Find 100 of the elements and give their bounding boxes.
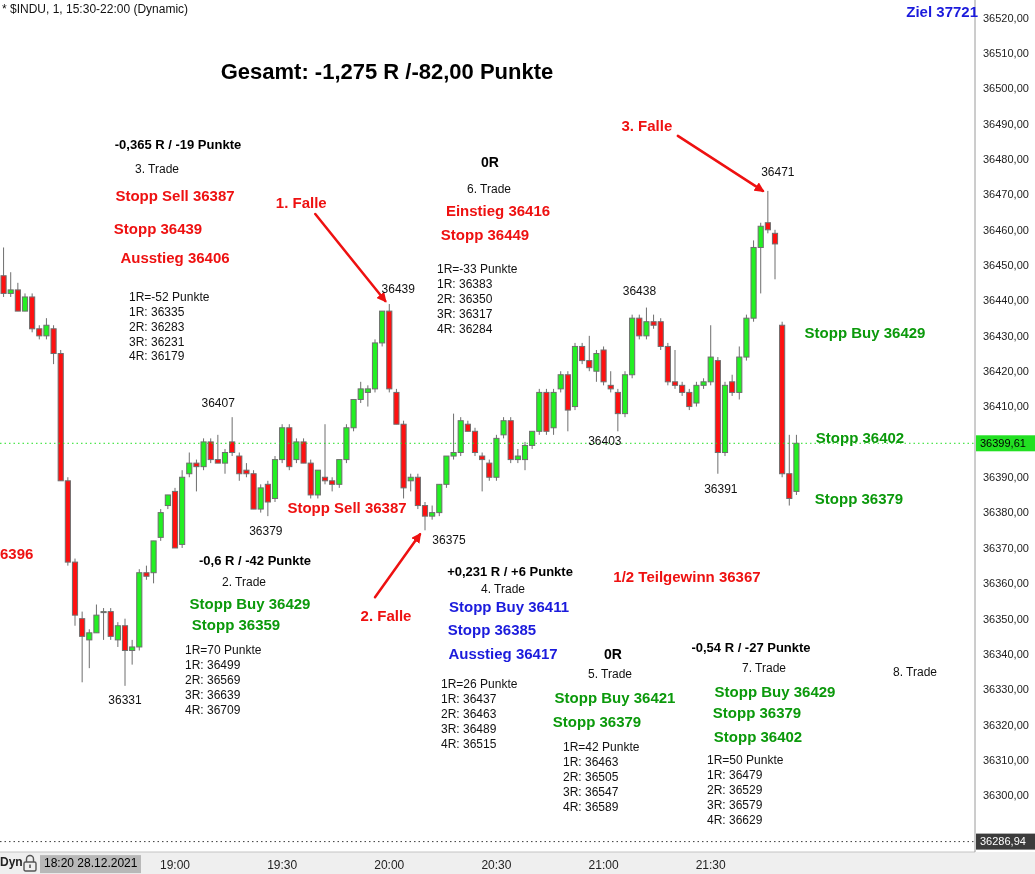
annotation: 8. Trade [892, 665, 938, 680]
annotation: Ausstieg 36406 [120, 249, 230, 267]
annotation: 2R: 36350 [437, 292, 493, 307]
y-tick-label: 36310,00 [983, 753, 1029, 766]
annotation: 0R [481, 153, 499, 171]
annotation: 2R: 36529 [707, 783, 763, 798]
annotation: Stopp 36359 [191, 616, 281, 634]
y-tick-label: 36490,00 [983, 117, 1029, 130]
annotation: 1R: 36437 [441, 692, 497, 707]
candlestick [479, 452, 486, 492]
y-tick-label: 36340,00 [983, 647, 1029, 660]
annotation: Stopp Buy 36411 [448, 598, 570, 616]
annotation: 4. Trade [480, 582, 526, 597]
annotation: 1R: 36463 [563, 755, 619, 770]
annotation: 36391 [704, 481, 738, 497]
annotation: 4R: 36284 [437, 322, 493, 337]
annotation: Stopp 36379 [814, 490, 904, 508]
annotation: Ziel 37721 [906, 3, 978, 21]
x-tick-label: 20:30 [481, 857, 512, 872]
annotation: 36379 [249, 524, 283, 540]
annotation: 7. Trade [741, 661, 787, 676]
candlestick [771, 229, 779, 280]
annotation: 1/2 Teilgewinn 36367 [613, 568, 761, 586]
text: Gesamt: -1,275 R /-82,00 Punkte [220, 59, 554, 85]
x-tick-label: 20:00 [374, 857, 405, 872]
annotation: 36471 [761, 164, 795, 180]
y-tick-label: 36410,00 [983, 400, 1029, 413]
y-tick-label: 36420,00 [983, 365, 1029, 378]
x-tick-label: 19:00 [159, 857, 191, 872]
annotation: 36403 [588, 434, 622, 450]
annotation: -0,365 R / -19 Punkte [114, 136, 242, 153]
annotation: 1R=26 Punkte [441, 677, 518, 692]
y-tick-label: 36350,00 [983, 612, 1029, 625]
annotation: 4R: 36629 [707, 813, 763, 828]
x-tick-label: 19:30 [267, 857, 298, 872]
annotation: 36375 [432, 533, 466, 549]
y-tick-label: 36360,00 [983, 577, 1029, 590]
y-tick-label: 36430,00 [983, 329, 1029, 342]
annotation: Stopp Sell 36387 [115, 187, 235, 205]
y-tick-label: 36480,00 [983, 152, 1029, 165]
y-tick-label: 36510,00 [983, 46, 1029, 59]
annotation: 1R=70 Punkte [185, 643, 262, 658]
annotation: 0R [604, 645, 622, 663]
annotation: -0,6 R / -42 Punkte [199, 552, 311, 569]
annotation: 3R: 36317 [437, 307, 493, 322]
annotation: Stopp Buy 36421 [554, 689, 676, 707]
annotation: 36331 [108, 692, 142, 708]
y-tick-label: 36470,00 [983, 188, 1029, 201]
annotation: 3. Trade [134, 162, 180, 177]
annotation: Stopp 36439 [113, 220, 203, 238]
annotation: Stopp 36385 [447, 621, 537, 639]
annotation: 2R: 36569 [185, 673, 241, 688]
annotation: 2R: 36463 [441, 707, 497, 722]
candlestick [607, 370, 614, 393]
ref-line-label: 36399,61 [980, 437, 1026, 450]
annotation: Stopp 36402 [713, 728, 803, 746]
annotation: 3. Falle [621, 117, 673, 135]
annotation: 36438 [622, 283, 657, 299]
y-tick-label: 36380,00 [983, 506, 1029, 519]
annotation: +0,231 R / +6 Punkte [447, 563, 573, 580]
annotation: 1. Falle [275, 194, 327, 212]
annotation: Stopp Buy 36429 [804, 324, 926, 342]
annotation: Stopp Buy 36429 [714, 683, 836, 701]
annotation: Ausstieg 36417 [448, 645, 558, 663]
annotation: 1R=50 Punkte [707, 753, 784, 768]
chart-title: * $INDU, 1, 15:30-22:00 (Dynamic) [2, 2, 189, 17]
annotation: Stopp 36379 [712, 704, 802, 722]
annotation: Stopp Buy 36429 [189, 595, 311, 613]
text: 18:20 28.12.2021 [40, 855, 142, 873]
annotation: 3R: 36639 [185, 688, 241, 703]
annotation: Stopp 36402 [815, 429, 905, 447]
y-tick-label: 36370,00 [983, 541, 1029, 554]
annotation: 2R: 36283 [129, 320, 185, 335]
annotation: 1R=42 Punkte [563, 740, 640, 755]
y-tick-label: 36450,00 [983, 259, 1029, 271]
annotation: 1R: 36479 [707, 768, 763, 783]
annotation: 36439 [381, 282, 415, 297]
annotation: 5. Trade [587, 667, 633, 682]
annotation: 1R: 36499 [185, 658, 241, 673]
annotation: 1R: 36335 [129, 305, 185, 320]
annotation: -0,54 R / -27 Punkte [691, 639, 811, 656]
annotation: 3R: 36579 [707, 798, 763, 813]
y-tick-label: 36330,00 [983, 683, 1029, 696]
annotation: 6. Trade [466, 182, 512, 197]
y-tick-label: 36500,00 [983, 82, 1029, 95]
annotation: Stopp 36379 [552, 713, 642, 731]
y-tick-label: 36460,00 [983, 223, 1029, 236]
annotation: 6396 [0, 545, 34, 563]
y-tick-label: 36520,00 [983, 11, 1029, 24]
annotation: 1R: 36383 [437, 277, 493, 292]
annotation: 1R=-33 Punkte [437, 262, 518, 277]
ref-line-label: 36286,94 [980, 835, 1026, 848]
annotation: 4R: 36179 [129, 349, 185, 364]
annotation: Stopp 36449 [440, 226, 530, 244]
annotation: 36407 [201, 396, 235, 412]
x-tick-label: 21:00 [588, 857, 619, 872]
annotation: 4R: 36515 [441, 737, 497, 752]
annotation: 4R: 36589 [563, 800, 619, 815]
annotation: 3R: 36489 [441, 722, 497, 737]
annotation: 2. Trade [221, 575, 267, 590]
